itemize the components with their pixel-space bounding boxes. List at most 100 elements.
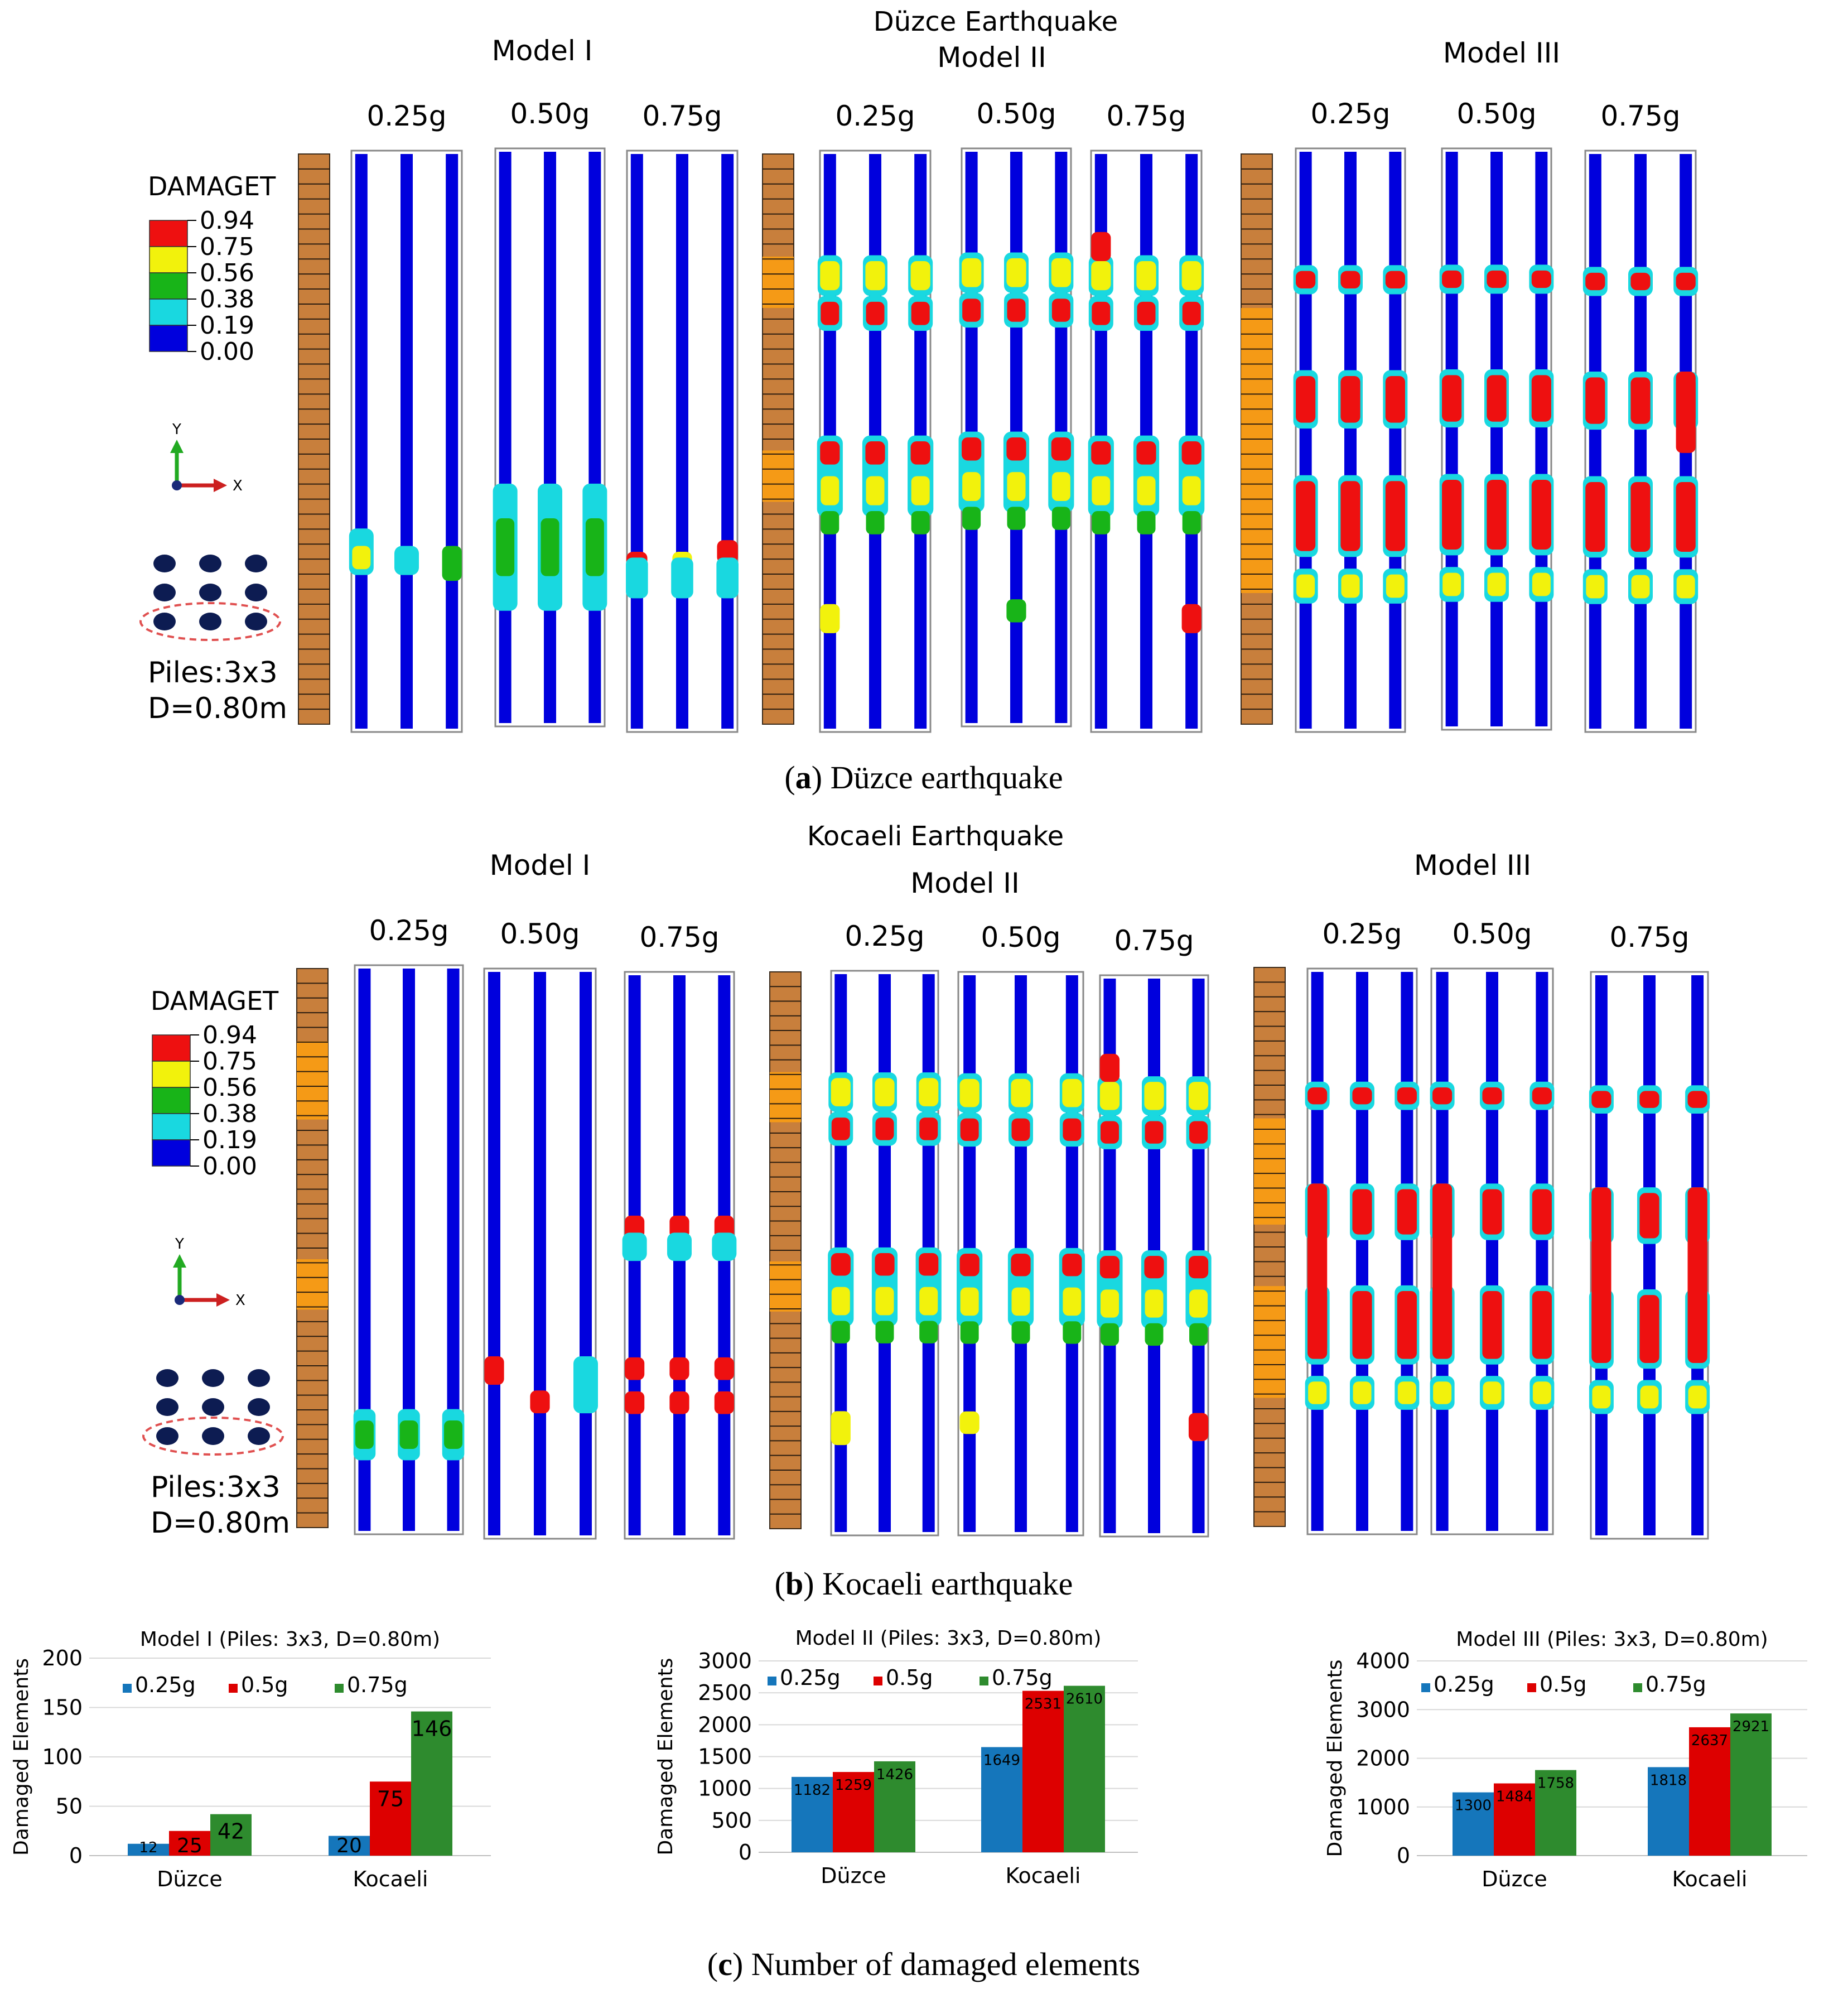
damage-patch [1007, 298, 1026, 322]
damage-patch [865, 441, 885, 465]
caption-b-letter: b [785, 1566, 803, 1602]
pile-group-b-m1-050: 0.50g [483, 918, 598, 1540]
damage-patch [875, 1118, 894, 1140]
damage-patch [1340, 481, 1360, 551]
bar [370, 1781, 411, 1856]
pga-label: 0.75g [1106, 100, 1186, 132]
damage-patch [484, 1356, 504, 1385]
soil-layer-orange [1254, 1118, 1285, 1225]
bar-value-label: 2610 [1066, 1691, 1103, 1708]
pile [1634, 154, 1647, 729]
damage-patch [1531, 479, 1551, 550]
pga-label: 0.75g [1609, 921, 1689, 953]
bar [1689, 1727, 1730, 1856]
damage-patch [1099, 1082, 1120, 1110]
caption-c: (c) Number of damaged elements [707, 1946, 1140, 1982]
bar-value-label: 42 [218, 1819, 244, 1844]
damage-patch [820, 441, 840, 465]
damage-patch [712, 1232, 737, 1261]
pile-group-a-m1-025: 0.25g [349, 100, 463, 733]
damage-patch [1585, 272, 1605, 291]
damage-patch [1051, 258, 1071, 287]
pga-label: 0.75g [1600, 100, 1680, 132]
pile [676, 154, 688, 729]
legend-swatch [152, 1087, 191, 1114]
pile-dot [245, 555, 267, 572]
damage-patch [919, 1287, 938, 1316]
bar-value-label: 1182 [794, 1782, 831, 1799]
selected-row-ellipse [142, 1417, 284, 1456]
pile-group-a-m1-050: 0.50g [493, 98, 607, 728]
pile-group-a-m3-075: 0.75g [1582, 100, 1699, 733]
damage-patch [1487, 270, 1507, 288]
legend-label: 0.5g [1540, 1672, 1587, 1697]
damage-patch [622, 1232, 647, 1261]
damage-patch [541, 518, 559, 576]
damage-patch [1630, 377, 1651, 424]
legend-swatch [335, 1684, 344, 1693]
damage-patch [1011, 1287, 1030, 1316]
pile-dot [199, 555, 221, 572]
damage-patch [962, 258, 982, 287]
legend-swatch [149, 246, 188, 273]
damage-patch [667, 1232, 692, 1261]
caption-a-text: Düzce earthquake [831, 759, 1063, 796]
panel-a-model-3-label: Model III [1443, 37, 1560, 69]
damage-patch [1532, 572, 1551, 596]
damage-patch [1100, 1121, 1119, 1144]
damage-patch [919, 1253, 939, 1276]
axis-x-arrowhead [214, 479, 227, 492]
damage-patch [1091, 261, 1111, 291]
damage-patch [1296, 375, 1316, 423]
legend-label: 0.75g [992, 1665, 1053, 1690]
damage-patch [1007, 472, 1026, 501]
y-tick-label: 100 [42, 1745, 83, 1769]
damage-patch [1353, 1381, 1372, 1404]
damage-patch [1181, 604, 1202, 633]
damage-patch [1687, 1187, 1707, 1357]
caption-a: (a) Düzce earthquake [784, 759, 1063, 796]
soil-layer-orange [1241, 307, 1272, 593]
selected-row-ellipse [139, 602, 281, 641]
bar-chart-model-3: Model III (Piles: 3x3, D=0.80m) Damaged E… [1324, 1628, 1807, 1891]
pile [1536, 972, 1548, 1531]
damage-patch [573, 1356, 598, 1414]
soil-a-model-1 [298, 153, 330, 725]
soil-layer-orange [297, 1259, 328, 1310]
axis-x-arrowhead [216, 1293, 230, 1307]
bar [1022, 1690, 1064, 1852]
legend-level-label: 0.19 [200, 311, 254, 340]
pile-group-a-m1-075: 0.75g [626, 100, 739, 733]
damage-patch [716, 557, 739, 599]
legend-level-label: 0.75 [202, 1047, 257, 1076]
soil-a-model-2 [762, 153, 794, 725]
damage-patch [1062, 1254, 1082, 1277]
damage-patch [831, 1321, 850, 1343]
bar-value-label: 2637 [1691, 1732, 1728, 1749]
legend-level-label: 0.19 [202, 1126, 257, 1154]
legend-label: 0.25g [780, 1665, 841, 1690]
damage-patch [1531, 270, 1551, 288]
legend-swatch [768, 1677, 776, 1685]
x-tick-label: Kocaeli [1672, 1867, 1748, 1891]
legend-level-label: 0.56 [200, 259, 254, 287]
damage-patch [1051, 472, 1070, 501]
damage-patch [1099, 1053, 1120, 1082]
axis-y-label: Y [172, 421, 181, 438]
damage-patch [1011, 1254, 1031, 1277]
y-tick-label: 2000 [1356, 1746, 1410, 1771]
soil-b-model-2 [769, 971, 802, 1529]
damage-patch [1137, 476, 1156, 505]
damage-patch [1136, 441, 1156, 465]
legend-swatch [229, 1684, 238, 1693]
damage-patch [714, 1357, 734, 1380]
axis-origin [172, 480, 182, 490]
panel-b-model-1-label: Model I [490, 849, 591, 882]
y-axis-label: Damaged Elements [10, 1658, 33, 1856]
bar-value-label: 25 [177, 1834, 202, 1857]
pile [534, 972, 546, 1535]
damage-patch [1100, 1323, 1119, 1346]
damage-patch [1145, 1323, 1164, 1346]
damage-patch [1092, 301, 1111, 325]
pile-dot [202, 1398, 224, 1416]
